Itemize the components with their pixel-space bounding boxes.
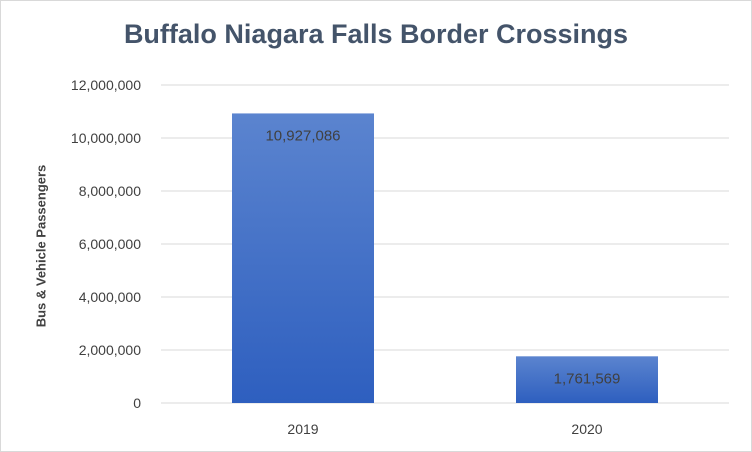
y-tick-label: 2,000,000: [79, 342, 141, 358]
x-tick-label: 2019: [287, 421, 318, 437]
bars: 10,927,086 1,761,569: [232, 113, 658, 403]
data-label: 10,927,086: [265, 127, 340, 144]
y-tick-label: 6,000,000: [79, 236, 141, 252]
y-tick-label: 12,000,000: [71, 77, 141, 93]
y-tick-label: 8,000,000: [79, 183, 141, 199]
x-axis-ticks: 2019 2020: [287, 421, 602, 437]
bar-2019: [232, 113, 374, 403]
data-label: 1,761,569: [554, 370, 621, 387]
y-tick-label: 4,000,000: [79, 289, 141, 305]
y-tick-label: 10,000,000: [71, 130, 141, 146]
y-tick-label: 0: [133, 395, 141, 411]
x-tick-label: 2020: [571, 421, 602, 437]
y-axis-ticks: 0 2,000,000 4,000,000 6,000,000 8,000,000 10,…: [71, 77, 141, 411]
chart-title: Buffalo Niagara Falls Border Crossings: [123, 19, 629, 49]
bar-2020: [516, 356, 658, 403]
